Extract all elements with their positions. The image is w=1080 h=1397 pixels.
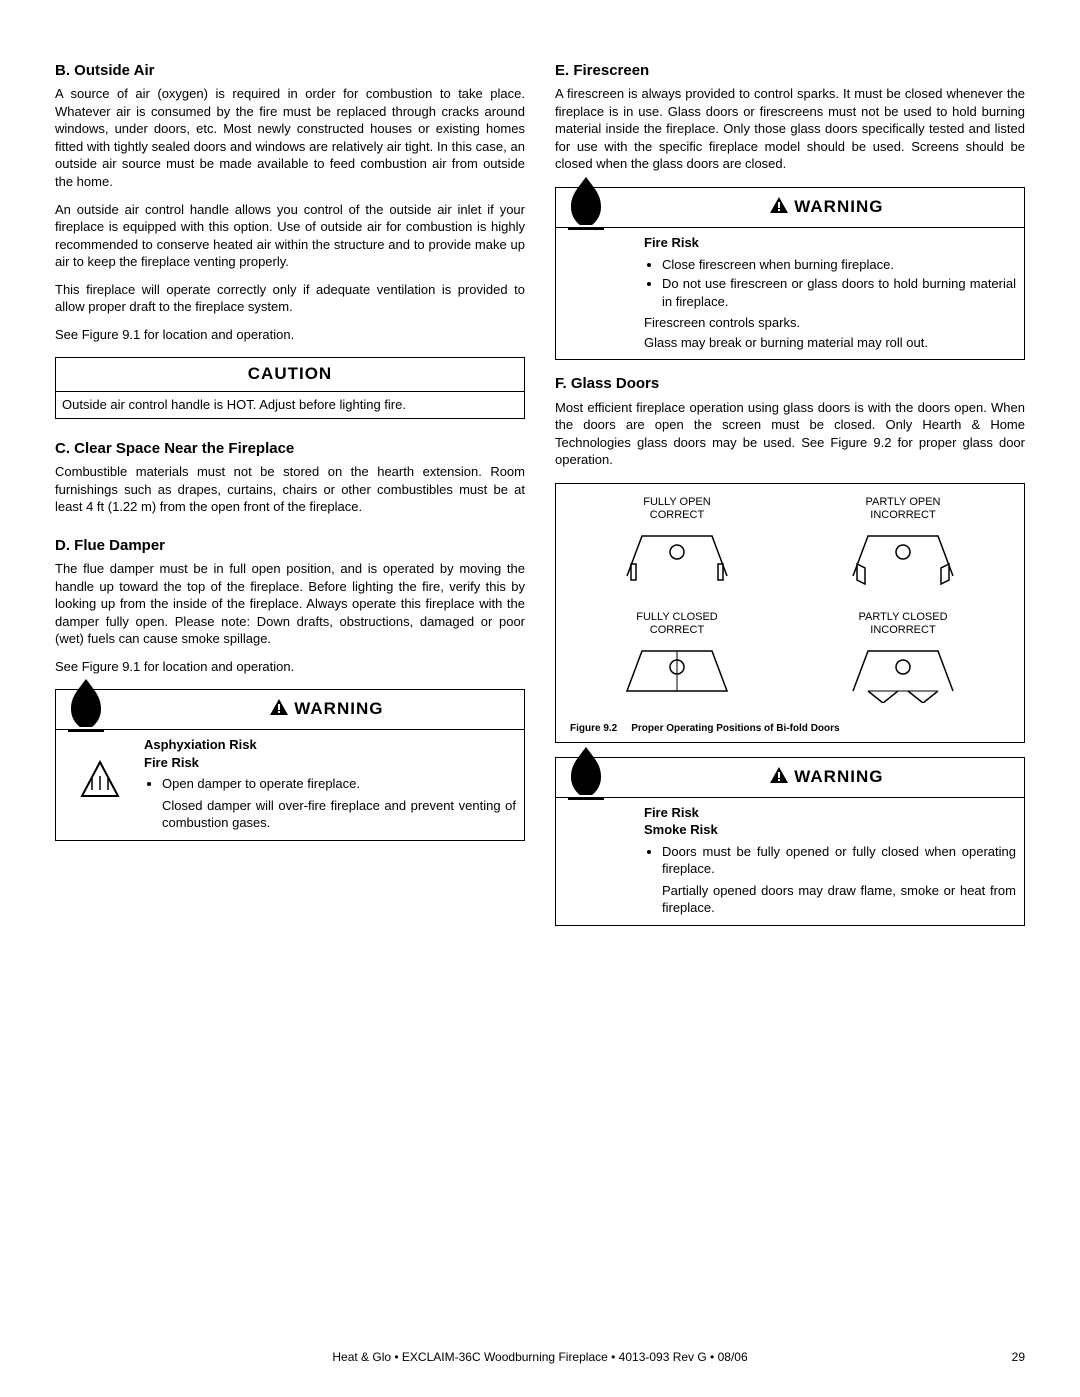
door-fully-open-icon bbox=[617, 526, 737, 588]
risk-fire-e: Fire Risk bbox=[644, 235, 699, 250]
caution-body: Outside air control handle is HOT. Adjus… bbox=[56, 392, 524, 418]
left-column: B. Outside Air A source of air (oxygen) … bbox=[55, 55, 525, 940]
alert-icon bbox=[769, 196, 789, 214]
heading-d: D. Flue Damper bbox=[55, 536, 525, 556]
para-b3: This fireplace will operate correctly on… bbox=[55, 281, 525, 316]
page-columns: B. Outside Air A source of air (oxygen) … bbox=[55, 55, 1025, 940]
alert-icon bbox=[269, 698, 289, 716]
para-c1: Combustible materials must not be stored… bbox=[55, 463, 525, 516]
heading-f: F. Glass Doors bbox=[555, 374, 1025, 394]
para-d2: See Figure 9.1 for location and operatio… bbox=[55, 658, 525, 676]
warning-box-d: WARNING Asphyxiation Risk Fire Risk Open… bbox=[55, 689, 525, 841]
caution-box: CAUTION Outside air control handle is HO… bbox=[55, 357, 525, 418]
bullet-d1: Open damper to operate fireplace. bbox=[162, 775, 516, 793]
para-b2: An outside air control handle allows you… bbox=[55, 201, 525, 271]
figure-caption: Figure 9.2Proper Operating Positions of … bbox=[564, 722, 1016, 736]
warning-box-e: WARNING Fire Risk Close firescreen when … bbox=[555, 187, 1025, 360]
bullet-f1: Doors must be fully opened or fully clos… bbox=[662, 843, 1016, 878]
note-d: Closed damper will over-fire fireplace a… bbox=[144, 797, 516, 832]
para-e1: A firescreen is always provided to contr… bbox=[555, 85, 1025, 173]
warning-title-d: WARNING bbox=[294, 699, 383, 718]
bullet-e1: Close firescreen when burning fireplace. bbox=[662, 256, 1016, 274]
para-f1: Most efficient fireplace operation using… bbox=[555, 399, 1025, 469]
footer-center: Heat & Glo • EXCLAIM-36C Woodburning Fir… bbox=[55, 1349, 1025, 1365]
para-b4: See Figure 9.1 for location and operatio… bbox=[55, 326, 525, 344]
right-column: E. Firescreen A firescreen is always pro… bbox=[555, 55, 1025, 940]
door-cell-c: FULLY CLOSEDCORRECT bbox=[617, 611, 737, 708]
note-f: Partially opened doors may draw flame, s… bbox=[644, 882, 1016, 917]
door-cell-d: PARTLY CLOSEDINCORRECT bbox=[843, 611, 963, 708]
heading-e: E. Firescreen bbox=[555, 61, 1025, 81]
door-partly-open-icon bbox=[843, 526, 963, 588]
risk-fire-d: Fire Risk bbox=[144, 755, 199, 770]
warning-box-f: WARNING Fire Risk Smoke Risk Doors must … bbox=[555, 757, 1025, 926]
heading-b: B. Outside Air bbox=[55, 61, 525, 81]
door-cell-a: FULLY OPENCORRECT bbox=[617, 496, 737, 593]
note-e2: Glass may break or burning material may … bbox=[644, 334, 1016, 352]
warning-title-e: WARNING bbox=[794, 197, 883, 216]
risk-smoke: Smoke Risk bbox=[644, 822, 718, 837]
page-footer: Heat & Glo • EXCLAIM-36C Woodburning Fir… bbox=[55, 1349, 1025, 1365]
alert-icon bbox=[769, 766, 789, 784]
para-b1: A source of air (oxygen) is required in … bbox=[55, 85, 525, 190]
para-d1: The flue damper must be in full open pos… bbox=[55, 560, 525, 648]
flame-icon bbox=[62, 676, 118, 732]
heading-c: C. Clear Space Near the Fireplace bbox=[55, 439, 525, 459]
flame-icon bbox=[562, 174, 618, 230]
flame-icon bbox=[562, 744, 618, 800]
heat-triangle-icon bbox=[80, 760, 120, 800]
risk-asphyx: Asphyxiation Risk bbox=[144, 737, 257, 752]
door-fully-closed-icon bbox=[617, 641, 737, 703]
door-cell-b: PARTLY OPENINCORRECT bbox=[843, 496, 963, 593]
figure-9-2: FULLY OPENCORRECT PARTLY OPENINCORRECT F… bbox=[555, 483, 1025, 743]
risk-fire-f: Fire Risk bbox=[644, 805, 699, 820]
note-e1: Firescreen controls sparks. bbox=[644, 314, 1016, 332]
caution-title: CAUTION bbox=[56, 358, 524, 392]
door-partly-closed-icon bbox=[843, 641, 963, 703]
warning-title-f: WARNING bbox=[794, 767, 883, 786]
bullet-e2: Do not use firescreen or glass doors to … bbox=[662, 275, 1016, 310]
